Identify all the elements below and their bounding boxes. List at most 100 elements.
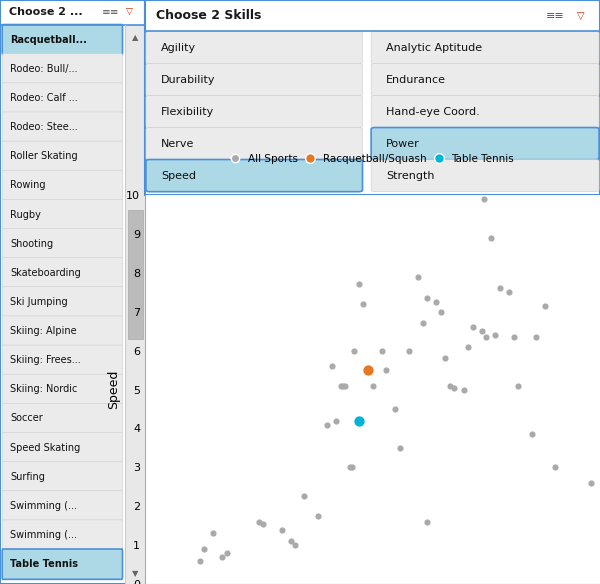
FancyBboxPatch shape xyxy=(2,25,122,55)
Point xyxy=(550,463,559,472)
Point xyxy=(436,307,446,317)
Point xyxy=(422,517,432,526)
Point xyxy=(259,519,268,529)
Point xyxy=(338,381,348,390)
FancyBboxPatch shape xyxy=(371,32,599,64)
Text: Speed: Speed xyxy=(161,171,196,180)
Text: Ski Jumping: Ski Jumping xyxy=(10,297,68,307)
Point xyxy=(199,544,209,554)
Point xyxy=(322,420,332,429)
Point xyxy=(495,284,505,293)
Text: Choose 2 ...: Choose 2 ... xyxy=(8,7,82,18)
Point xyxy=(445,381,455,390)
Text: ≡≡: ≡≡ xyxy=(101,7,119,18)
Point xyxy=(391,404,400,413)
Text: Endurance: Endurance xyxy=(386,75,446,85)
Text: Rowing: Rowing xyxy=(10,180,46,190)
Point xyxy=(368,381,377,390)
FancyBboxPatch shape xyxy=(371,64,599,96)
FancyBboxPatch shape xyxy=(0,0,145,584)
FancyBboxPatch shape xyxy=(128,210,143,339)
Text: Choose 2 Skills: Choose 2 Skills xyxy=(157,9,262,22)
Text: Power: Power xyxy=(386,138,420,148)
FancyBboxPatch shape xyxy=(146,96,362,128)
Text: ▽: ▽ xyxy=(126,8,133,17)
FancyBboxPatch shape xyxy=(371,96,599,128)
FancyBboxPatch shape xyxy=(2,141,122,171)
FancyBboxPatch shape xyxy=(2,170,122,200)
FancyBboxPatch shape xyxy=(2,404,122,434)
Point xyxy=(377,346,386,355)
FancyBboxPatch shape xyxy=(2,520,122,550)
Text: ▼: ▼ xyxy=(132,569,139,578)
FancyBboxPatch shape xyxy=(2,316,122,346)
Text: Swimming (...: Swimming (... xyxy=(10,501,77,511)
FancyBboxPatch shape xyxy=(2,228,122,259)
Text: Swimming (...: Swimming (... xyxy=(10,530,77,540)
Point xyxy=(208,529,218,538)
Point xyxy=(404,346,414,355)
Text: Skateboarding: Skateboarding xyxy=(10,268,81,278)
Point xyxy=(286,537,295,546)
Text: Shooting: Shooting xyxy=(10,239,53,249)
Text: Roller Skating: Roller Skating xyxy=(10,151,78,161)
Point xyxy=(299,492,309,501)
Point xyxy=(532,332,541,342)
Point xyxy=(486,233,496,242)
Text: Agility: Agility xyxy=(161,43,196,53)
Text: Speed Skating: Speed Skating xyxy=(10,443,80,453)
FancyBboxPatch shape xyxy=(145,0,600,195)
Legend: All Sports, Racquetball/Squash, Table Tennis: All Sports, Racquetball/Squash, Table Te… xyxy=(227,150,518,168)
Text: ▲: ▲ xyxy=(132,33,139,42)
FancyBboxPatch shape xyxy=(2,287,122,317)
Point xyxy=(336,381,346,390)
Point xyxy=(331,416,341,425)
FancyBboxPatch shape xyxy=(2,374,122,405)
Point xyxy=(459,385,469,394)
Point xyxy=(354,416,364,425)
Point xyxy=(195,556,205,565)
Y-axis label: Speed: Speed xyxy=(107,370,121,409)
FancyBboxPatch shape xyxy=(146,32,362,64)
FancyBboxPatch shape xyxy=(146,64,362,96)
Point xyxy=(363,366,373,375)
Point xyxy=(481,332,491,342)
Text: Skiing: Nordic: Skiing: Nordic xyxy=(10,384,77,394)
FancyBboxPatch shape xyxy=(2,258,122,288)
Point xyxy=(395,443,404,453)
FancyBboxPatch shape xyxy=(2,112,122,142)
Text: Analytic Aptitude: Analytic Aptitude xyxy=(386,43,482,53)
Text: Rodeo: Stee...: Rodeo: Stee... xyxy=(10,122,78,132)
Point xyxy=(290,540,300,550)
FancyBboxPatch shape xyxy=(2,345,122,376)
Point xyxy=(277,525,286,534)
FancyBboxPatch shape xyxy=(2,54,122,84)
Point xyxy=(527,430,536,439)
Point xyxy=(340,381,350,390)
Point xyxy=(479,194,489,204)
Point xyxy=(468,322,478,332)
FancyBboxPatch shape xyxy=(2,491,122,521)
Text: Table Tennis: Table Tennis xyxy=(10,559,78,569)
Text: Surfing: Surfing xyxy=(10,472,45,482)
Text: Racquetball...: Racquetball... xyxy=(10,34,87,45)
FancyBboxPatch shape xyxy=(371,159,599,192)
Text: Skiing: Alpine: Skiing: Alpine xyxy=(10,326,77,336)
Point xyxy=(382,366,391,375)
FancyBboxPatch shape xyxy=(146,127,362,159)
Point xyxy=(491,331,500,340)
Text: Flexibility: Flexibility xyxy=(161,107,214,117)
Text: Rodeo: Calf ...: Rodeo: Calf ... xyxy=(10,93,78,103)
Text: Skiing: Frees...: Skiing: Frees... xyxy=(10,355,81,365)
FancyBboxPatch shape xyxy=(2,433,122,463)
Point xyxy=(359,299,368,308)
Point xyxy=(541,301,550,311)
FancyBboxPatch shape xyxy=(2,461,122,492)
Point xyxy=(313,511,323,520)
Point xyxy=(418,319,427,328)
FancyBboxPatch shape xyxy=(125,25,145,584)
Point xyxy=(463,342,473,352)
Point xyxy=(345,463,355,472)
Point xyxy=(440,354,450,363)
Text: Durability: Durability xyxy=(161,75,215,85)
